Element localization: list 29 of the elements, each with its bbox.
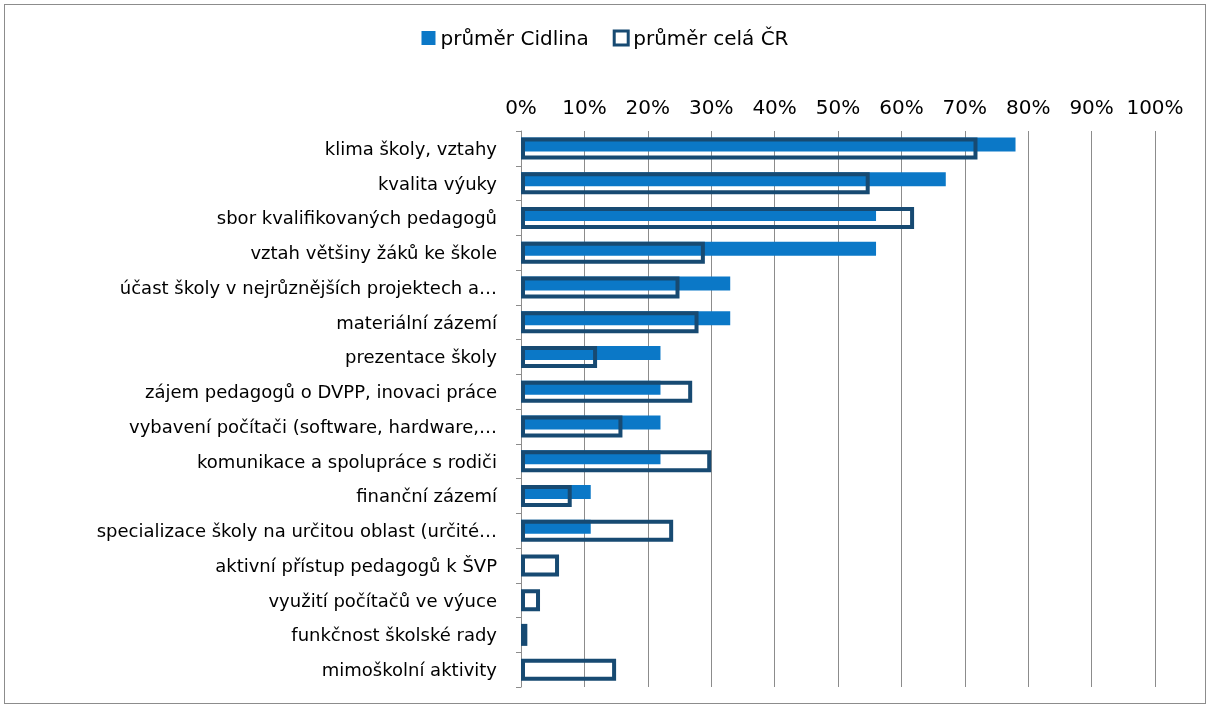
x-tick-label: 100% xyxy=(1126,95,1184,119)
x-tick-label: 70% xyxy=(942,95,988,119)
y-tick-label: finanční zázemí xyxy=(356,485,498,507)
y-tick-label: mimoškolní aktivity xyxy=(321,659,498,681)
y-tick-label: sbor kvalifikovaných pedagogů xyxy=(216,207,497,229)
y-tick-label: zájem pedagogů o DVPP, inovaci práce xyxy=(144,381,497,403)
x-tick-label: 20% xyxy=(625,95,671,119)
y-tick-label: aktivní přístup pedagogů k ŠVP xyxy=(215,554,498,576)
x-tick-label: 40% xyxy=(752,95,797,119)
y-tick-label: kvalita výuky xyxy=(377,172,498,194)
y-tick-label: materiální zázemí xyxy=(336,311,498,333)
x-tick-label: 30% xyxy=(688,95,734,119)
y-tick-label: účast školy v nejrůznějších projektech a… xyxy=(119,276,497,298)
y-tick-label: komunikace a spolupráce s rodiči xyxy=(197,450,497,472)
y-tick-label: vybavení počítači (software, hardware,… xyxy=(129,415,497,437)
y-tick-label: klima školy, vztahy xyxy=(324,137,498,159)
y-tick-label: specializace školy na určitou oblast (určité… xyxy=(96,520,497,542)
y-tick-label: využití počítačů ve výuce xyxy=(268,589,497,611)
x-tick-label: 10% xyxy=(562,95,607,119)
y-tick-label: funkčnost školské rady xyxy=(291,624,498,646)
y-tick-label: vztah většiny žáků ke škole xyxy=(250,242,497,264)
x-tick-label: 0% xyxy=(505,95,537,119)
legend-label: průměr Cidlina xyxy=(440,26,589,50)
x-tick-label: 90% xyxy=(1069,95,1114,119)
legend-label: průměr celá ČR xyxy=(633,26,789,50)
x-tick-label: 80% xyxy=(1005,95,1051,119)
x-tick-label: 50% xyxy=(815,95,861,119)
x-tick-label: 60% xyxy=(879,95,924,119)
y-tick-label: prezentace školy xyxy=(344,346,498,368)
